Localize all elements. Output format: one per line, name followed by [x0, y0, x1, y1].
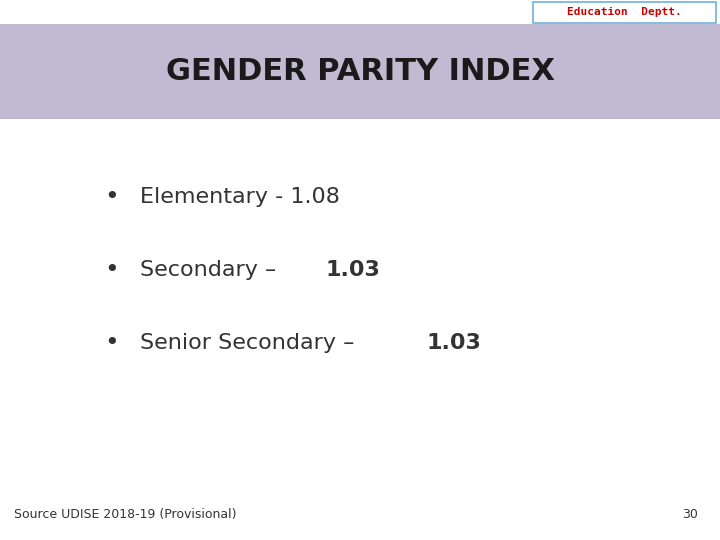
- Text: •: •: [104, 258, 119, 282]
- Text: 30: 30: [683, 508, 698, 521]
- Text: Elementary - 1.08: Elementary - 1.08: [140, 187, 341, 207]
- Text: Education  Deptt.: Education Deptt.: [567, 8, 682, 17]
- Text: •: •: [104, 331, 119, 355]
- FancyBboxPatch shape: [533, 2, 716, 23]
- Text: •: •: [104, 185, 119, 209]
- Text: Secondary –: Secondary –: [140, 260, 284, 280]
- Text: Source UDISE 2018-19 (Provisional): Source UDISE 2018-19 (Provisional): [14, 508, 237, 521]
- Text: 1.03: 1.03: [325, 260, 380, 280]
- Text: 1.03: 1.03: [426, 333, 481, 353]
- FancyBboxPatch shape: [0, 24, 720, 119]
- Text: GENDER PARITY INDEX: GENDER PARITY INDEX: [166, 57, 554, 86]
- Text: Senior Secondary –: Senior Secondary –: [140, 333, 362, 353]
